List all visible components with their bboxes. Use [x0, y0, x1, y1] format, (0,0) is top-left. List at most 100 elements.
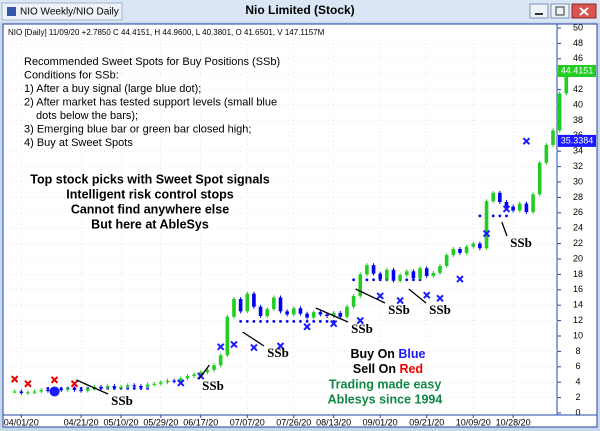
minimize-button[interactable] [529, 3, 549, 19]
price-bar [265, 309, 270, 316]
price-bar [331, 312, 336, 316]
note-line: Conditions for SSb: [24, 69, 119, 81]
x-tick-label: 05/10/20 [103, 417, 138, 427]
price-bar [218, 355, 223, 366]
support-dot [505, 214, 508, 218]
support-dot [272, 319, 276, 323]
price-bar [85, 388, 90, 391]
signal-label: SSb [510, 235, 532, 250]
price-bar [245, 293, 250, 312]
y-tick-label: 42 [573, 84, 583, 94]
price-bar [418, 268, 422, 279]
support-dot [292, 319, 296, 323]
chart-header: NIO [Daily] 11/09/20 +2.7850 C 44.4151, … [8, 28, 325, 37]
price-bar [125, 385, 130, 387]
support-dot [239, 319, 243, 323]
price-bar [365, 265, 369, 275]
legend-slogan: Ablesys since 1994 [328, 392, 443, 406]
y-tick-label: 14 [573, 300, 583, 310]
x-tick-label: 10/09/20 [456, 417, 491, 427]
icon [555, 6, 565, 16]
legend-text: Sell On Red [353, 362, 423, 376]
support-dot [325, 319, 329, 323]
support-dot [265, 319, 269, 323]
price-bar [391, 269, 396, 281]
promo-line: But here at AbleSys [91, 217, 209, 231]
price-bar [119, 386, 123, 389]
signal-label: SSb [111, 393, 133, 408]
grid: 0246810121416182022242628303234363840424… [4, 22, 583, 427]
buy-stop [376, 292, 384, 300]
signal-label: SSb [202, 378, 224, 393]
y-tick-label: 0 [575, 407, 580, 417]
price-bar [46, 389, 50, 392]
support-dot [132, 386, 136, 390]
price-bar [32, 391, 37, 393]
support-dot [498, 214, 502, 218]
x-tick-label: 05/29/20 [143, 417, 178, 427]
buy-stop [502, 205, 511, 213]
tab[interactable] [1, 2, 123, 21]
window-buttons [529, 3, 597, 19]
price-bar [544, 145, 549, 163]
price-tag-label: 44.4151 [561, 65, 594, 75]
price-bar [358, 274, 363, 296]
maximize-button[interactable] [550, 3, 570, 19]
x-tick-label: 09/01/20 [363, 417, 398, 427]
buy-stop [216, 343, 225, 351]
price-bar [212, 365, 216, 370]
sell-stop [70, 380, 79, 388]
price-bar [431, 272, 436, 276]
buy-stop [356, 316, 364, 325]
buy-signal [49, 386, 60, 397]
x-tick-label: 10/28/20 [496, 417, 531, 427]
buy-stop [303, 323, 311, 331]
note-line: 3) Emerging blue bar or green bar closed… [24, 123, 251, 135]
price-bar [325, 314, 329, 316]
price-bar [179, 378, 183, 382]
support-dot [299, 319, 302, 323]
y-tick-label: 20 [573, 253, 583, 263]
y-tick-label: 10 [573, 330, 583, 340]
price-bar [398, 275, 402, 281]
price-bar [478, 243, 482, 249]
support-dot [372, 278, 375, 282]
price-bar [72, 388, 77, 390]
tab-label[interactable]: NIO Weekly/NIO Daily [20, 7, 119, 18]
sell-stop [50, 376, 59, 384]
y-tick-label: 28 [573, 192, 583, 202]
price-bar [105, 386, 110, 388]
legend-color-word: Blue [398, 347, 425, 361]
support-dot [318, 319, 322, 323]
x-tick-label: 04/21/20 [64, 417, 99, 427]
signal-arrow [242, 331, 265, 347]
price-bar [152, 383, 157, 385]
price-bar [404, 271, 409, 276]
buy-stop [423, 291, 431, 299]
promo-line: Top stock picks with Sweet Spot signals [30, 172, 269, 186]
price-bar [112, 386, 117, 388]
signal-arrow [76, 379, 109, 395]
support-dot [305, 319, 309, 323]
y-tick-label: 6 [575, 361, 580, 371]
x-tick-label: 09/21/20 [409, 417, 444, 427]
price-bar [99, 386, 103, 389]
support-dot [245, 319, 249, 323]
title-bar [0, 0, 600, 22]
price-bar [79, 389, 83, 392]
price-bar [278, 297, 283, 312]
y-tick-label: 16 [573, 284, 583, 294]
buy-stop [329, 319, 338, 328]
y-tick-label: 2 [575, 392, 580, 402]
window-title: Nio Limited (Stock) [245, 3, 354, 17]
y-tick-label: 32 [573, 161, 583, 171]
y-tick-label: 24 [573, 223, 583, 233]
price-bar [39, 389, 44, 392]
support-dot [491, 214, 495, 218]
icon [579, 7, 589, 16]
price-bar [345, 306, 349, 317]
price-bar [484, 201, 489, 249]
price-bar [524, 203, 529, 213]
